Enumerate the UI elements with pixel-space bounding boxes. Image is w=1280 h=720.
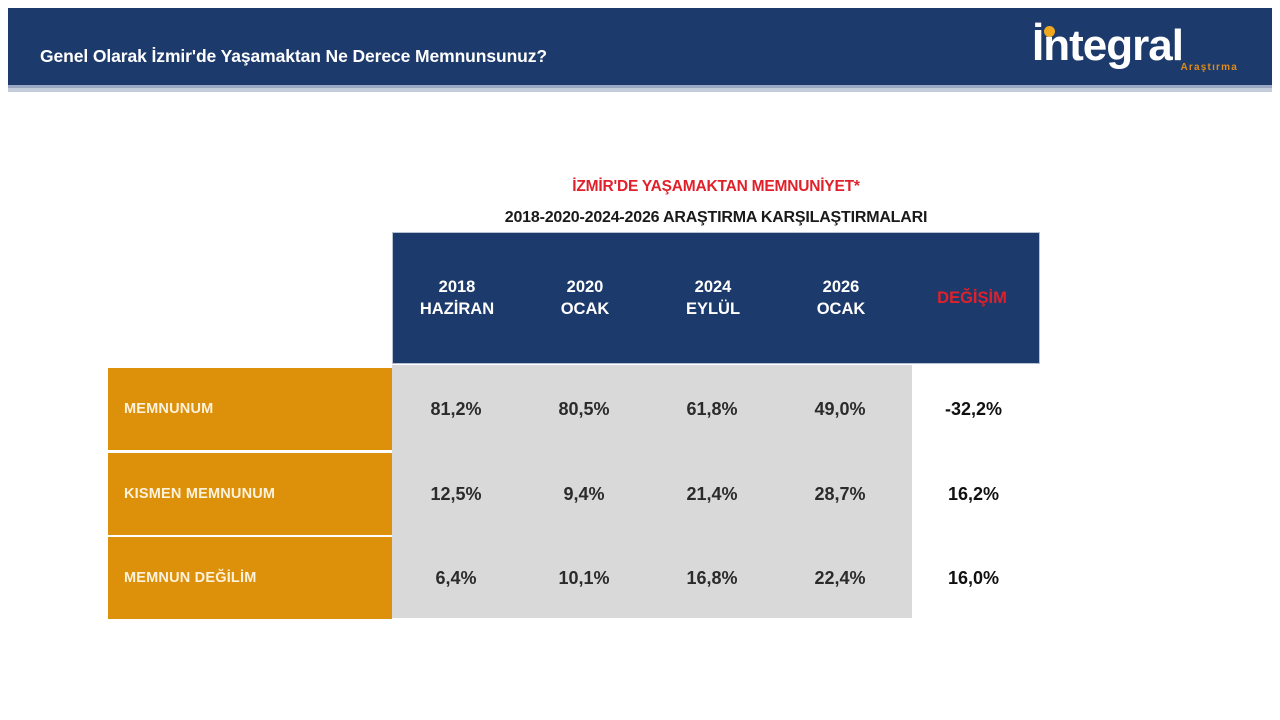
- chart-title-primary: İZMİR'DE YAŞAMAKTAN MEMNUNİYET*: [572, 178, 860, 195]
- cell-memnunum-change: -32,2%: [944, 398, 1003, 419]
- header-year-2018: 2018: [438, 277, 476, 296]
- row-label-kismen-memnunum: KISMEN MEMNUNUM: [108, 453, 392, 535]
- cell-memnunum-2020: 80,5%: [558, 398, 610, 419]
- table-header-col-2024: 2024 EYLÜL: [649, 276, 777, 321]
- cell-degilim-2024: 16,8%: [686, 567, 738, 588]
- table-header-col-2020: 2020 OCAK: [521, 276, 649, 321]
- table-header-col-2026: 2026 OCAK: [777, 276, 905, 321]
- table-row: MEMNUNUM 81,2% 80,5% 61,8% 49,0% -32,2%: [108, 368, 1043, 450]
- logo-subtitle: Araştırma: [1180, 62, 1238, 73]
- cell-kismen-2024: 21,4%: [686, 483, 738, 504]
- cell-degilim-2018: 6,4%: [435, 567, 477, 588]
- header-month-2018: HAZİRAN: [419, 300, 495, 318]
- chart-title-secondary: 2018-2020-2024-2026 ARAŞTIRMA KARŞILAŞTI…: [504, 209, 928, 226]
- row-label-memnun-degilim: MEMNUN DEĞİLİM: [108, 537, 392, 619]
- logo-wordmark: İntegral: [1032, 21, 1184, 70]
- integral-logo: İntegral Araştırma: [1014, 14, 1244, 80]
- page-title: Genel Olarak İzmir'de Yaşamaktan Ne Dere…: [40, 46, 548, 66]
- cell-degilim-change: 16,0%: [947, 567, 1000, 588]
- cell-memnunum-2026: 49,0%: [814, 398, 866, 419]
- cell-kismen-2020: 9,4%: [563, 483, 605, 504]
- table-row: MEMNUN DEĞİLİM 6,4% 10,1% 16,8% 22,4% 16…: [108, 537, 1043, 619]
- header-year-2020: 2020: [566, 277, 604, 296]
- table-header-col-2018: 2018 HAZİRAN: [393, 276, 521, 321]
- header-month-2026: OCAK: [816, 300, 866, 318]
- cell-memnunum-2024: 61,8%: [686, 398, 738, 419]
- header-month-2024: EYLÜL: [685, 300, 741, 318]
- row-label-memnunum: MEMNUNUM: [108, 368, 392, 450]
- header-year-2026: 2026: [822, 277, 860, 296]
- cell-degilim-2020: 10,1%: [558, 567, 610, 588]
- header-banner: [8, 8, 1272, 88]
- header-banner-underline: [8, 88, 1272, 92]
- cell-kismen-2026: 28,7%: [814, 483, 866, 504]
- comparison-table: 2018 HAZİRAN 2020 OCAK 2024 EYLÜL 2026 O…: [108, 232, 1043, 622]
- header-month-2020: OCAK: [560, 300, 610, 318]
- header-year-2024: 2024: [694, 277, 732, 296]
- logo-dot-icon: [1044, 26, 1055, 37]
- cell-kismen-2018: 12,5%: [430, 483, 482, 504]
- table-header-col-change: DEĞİŞİM: [937, 288, 1007, 307]
- table-data-background: [392, 365, 912, 618]
- cell-memnunum-2018: 81,2%: [430, 398, 482, 419]
- table-header-row: 2018 HAZİRAN 2020 OCAK 2024 EYLÜL 2026 O…: [392, 232, 1040, 364]
- table-row: KISMEN MEMNUNUM 12,5% 9,4% 21,4% 28,7% 1…: [108, 453, 1043, 535]
- cell-kismen-change: 16,2%: [947, 483, 1000, 504]
- cell-degilim-2026: 22,4%: [814, 567, 866, 588]
- logo-wordmark-rest: ntegral: [1043, 21, 1184, 70]
